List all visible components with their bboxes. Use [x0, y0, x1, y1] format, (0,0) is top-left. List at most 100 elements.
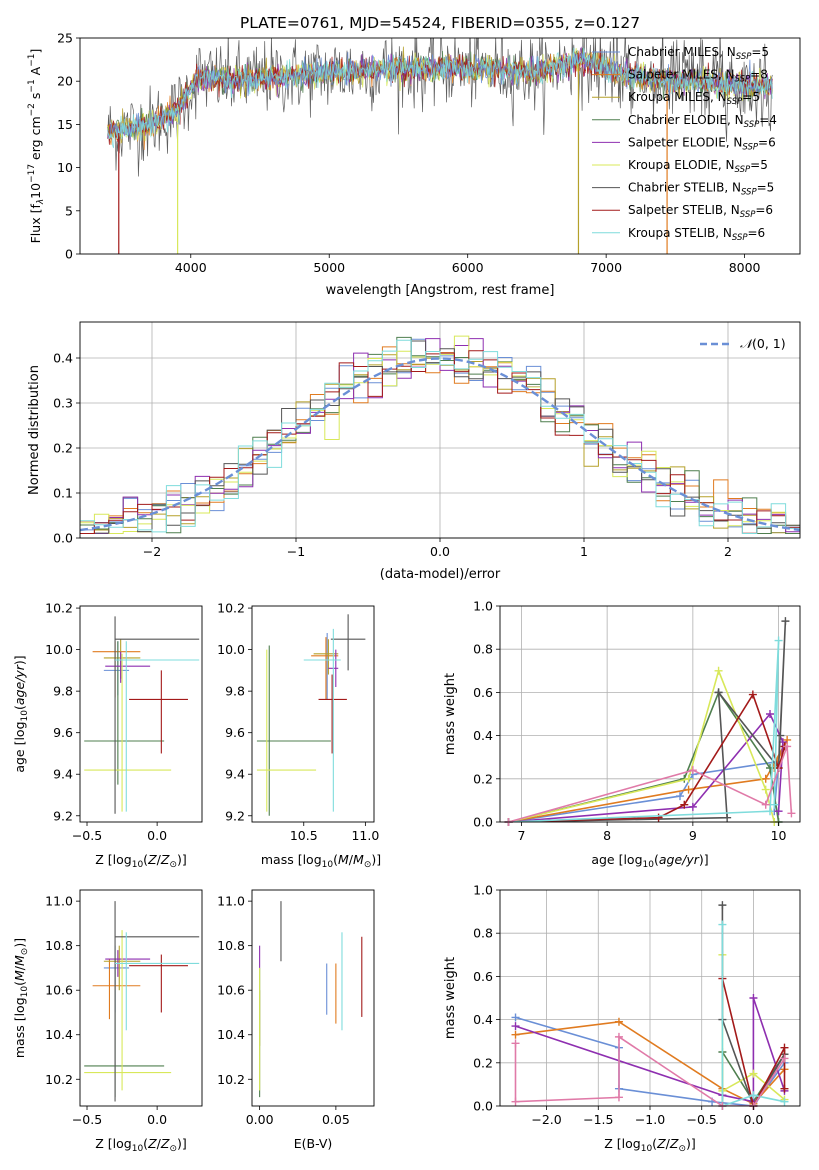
x-tick-label: 6000 [452, 260, 484, 275]
weight-marker-kroupa_stelib [774, 636, 783, 645]
legend-label-salpeter_elodie: Salpeter ELODIE, NSSP=6 [628, 135, 776, 152]
weight-marker-chabrier_stelib [714, 688, 723, 697]
y-tick-label: 5 [65, 203, 73, 218]
axes-frame [79, 889, 203, 1107]
weight-marker-extra_pink [787, 809, 796, 818]
weight-marker-kroupa_elodie [749, 1069, 758, 1078]
x-axis-label: Z [log10(Z/Z⊙)] [95, 1136, 187, 1154]
weight-marker-kroupa_stelib [780, 1097, 789, 1106]
y-tick-label: 9.2 [225, 808, 245, 823]
weight-marker-extra_pink [511, 1039, 520, 1048]
plot-area [500, 605, 800, 826]
y-tick-label: 9.6 [53, 725, 73, 740]
weight-marker-kroupa_stelib [766, 807, 774, 816]
x-tick-label: 0.00 [246, 1112, 274, 1127]
y-tick-label: 10.0 [217, 642, 245, 657]
plot-area [259, 901, 363, 1098]
y-tick-label: 0.4 [53, 351, 73, 366]
y-tick-label: 10.4 [45, 1027, 73, 1042]
y-axis-label: age [log10(age/yr)] [12, 655, 30, 772]
y-tick-label: 0.4 [473, 1012, 493, 1027]
x-tick-label: 2 [724, 544, 732, 559]
x-tick-label: 9 [689, 828, 697, 843]
x-tick-label: −2 [143, 544, 161, 559]
legend-label-chabrier_elodie: Chabrier ELODIE, NSSP=4 [628, 113, 777, 130]
weight-marker-salpeter_elodie [511, 1022, 520, 1031]
weight-line-chabrier_elodie [508, 690, 780, 822]
x-axis-label: age [log10(age/yr)] [591, 852, 708, 870]
y-tick-label: 0.0 [473, 815, 493, 830]
x-tick-label: 0.0 [430, 544, 450, 559]
weight-marker-salpeter_miles [511, 1030, 520, 1039]
y-tick-label: 10.8 [217, 938, 245, 953]
weight-marker-salpeter_elodie [766, 710, 774, 718]
axes-frame [251, 889, 375, 1107]
y-tick-label: 9.8 [53, 684, 73, 699]
y-tick-label: 1.0 [473, 883, 493, 898]
plot-area [107, 38, 773, 254]
x-tick-label: 8000 [729, 260, 761, 275]
weight-vs-metallicity-panel: −2.0 −1.5 −1.0 −0.5 0.0 0.0 0.2 0.4 0.6 0.8 1.0 mas… [443, 883, 801, 1154]
weight-marker-salpeter_miles [684, 785, 693, 794]
weight-marker-chabrier_stelib [718, 901, 727, 910]
x-axis-label: wavelength [Angstrom, rest frame] [326, 283, 555, 298]
legend-label-salpeter_stelib: Salpeter STELIB, NSSP=6 [628, 203, 773, 220]
legend-label-gaussian: 𝒩(0, 1) [740, 336, 786, 351]
weight-marker-salpeter_miles [614, 1017, 623, 1026]
weight-marker-extra_pink [511, 1097, 520, 1106]
y-tick-label: 0.3 [53, 396, 73, 411]
x-axis-label: (data-model)/error [380, 567, 501, 582]
axes-frame [499, 605, 801, 823]
weight-marker-salpeter_elodie [688, 802, 697, 811]
weight-line-salpeter_stelib [508, 692, 786, 822]
y-tick-label: 0.2 [473, 771, 493, 786]
legend-label-salpeter_miles: Salpeter MILES, NSSP=8 [628, 68, 768, 85]
residual-histogram-panel: −2 −1 0.0 1 2 0.0 0.1 0.2 0.3 0.4 𝒩(0, 1) (data-mod… [27, 321, 801, 582]
x-tick-label: 0.0 [744, 1112, 764, 1127]
weight-marker-extra_pink [780, 1054, 789, 1063]
x-tick-label: 11.0 [351, 828, 379, 843]
weight-marker-salpeter_stelib [654, 813, 663, 822]
x-axis-label: Z [log10(Z/Z⊙)] [95, 852, 187, 870]
y-axis-label: mass weight [443, 673, 458, 755]
y-tick-label: 25 [57, 31, 73, 46]
weight-line-salpeter_stelib [721, 978, 786, 1106]
x-tick-label: −1.0 [635, 1112, 665, 1127]
axes-frame [79, 37, 801, 255]
y-tick-label: 0.0 [473, 1099, 493, 1114]
y-tick-label: 0.1 [53, 486, 73, 501]
y-tick-label: 0.8 [473, 642, 493, 657]
x-tick-label: 0.0 [147, 1112, 167, 1127]
weight-marker-chabrier_stelib [781, 617, 790, 626]
y-tick-label: 0 [65, 247, 73, 262]
y-tick-label: 10.0 [45, 642, 73, 657]
y-tick-label: 10.4 [217, 1027, 245, 1042]
weight-marker-kroupa_elodie [684, 774, 693, 783]
y-axis-label: Normed distribution [27, 365, 42, 495]
x-tick-label: −2.0 [531, 1112, 561, 1127]
weight-marker-kroupa_elodie [714, 666, 723, 675]
spectrum-series-salpeter_stelib [107, 49, 773, 145]
x-tick-label: −0.5 [72, 1112, 102, 1127]
y-tick-label: 10.2 [45, 601, 73, 616]
y-tick-label: 1.0 [473, 599, 493, 614]
y-tick-label: 0.6 [473, 685, 493, 700]
weight-marker-chabrier_miles [676, 792, 684, 801]
y-axis-label: mass weight [443, 957, 458, 1039]
weight-marker-chabrier_stelib [723, 813, 732, 822]
weight-marker-kroupa_elodie [761, 785, 770, 794]
weight-marker-extra_pink [614, 1032, 623, 1041]
x-tick-label: 0.0 [147, 828, 167, 843]
axes-frame [499, 889, 801, 1107]
x-tick-label: 10.5 [290, 828, 318, 843]
y-tick-label: 0.4 [473, 728, 493, 743]
weight-vs-age-panel: 7 8 9 10 0.0 0.2 0.4 0.6 0.8 1.0 mass weight age [l… [443, 599, 801, 870]
axes-frame [79, 321, 801, 539]
legend-label-kroupa_elodie: Kroupa ELODIE, NSSP=5 [628, 158, 768, 175]
x-tick-label: 0.05 [322, 1112, 350, 1127]
y-tick-label: 10.6 [217, 983, 245, 998]
y-tick-label: 10.8 [45, 938, 73, 953]
mass-vs-metallicity-panel: −0.5 0.0 10.2 10.4 10.6 10.8 11.0 Z [log10(Z/Z⊙… [12, 889, 203, 1154]
weight-marker-salpeter_elodie [774, 807, 783, 816]
weight-marker-extra_pink [688, 766, 697, 775]
